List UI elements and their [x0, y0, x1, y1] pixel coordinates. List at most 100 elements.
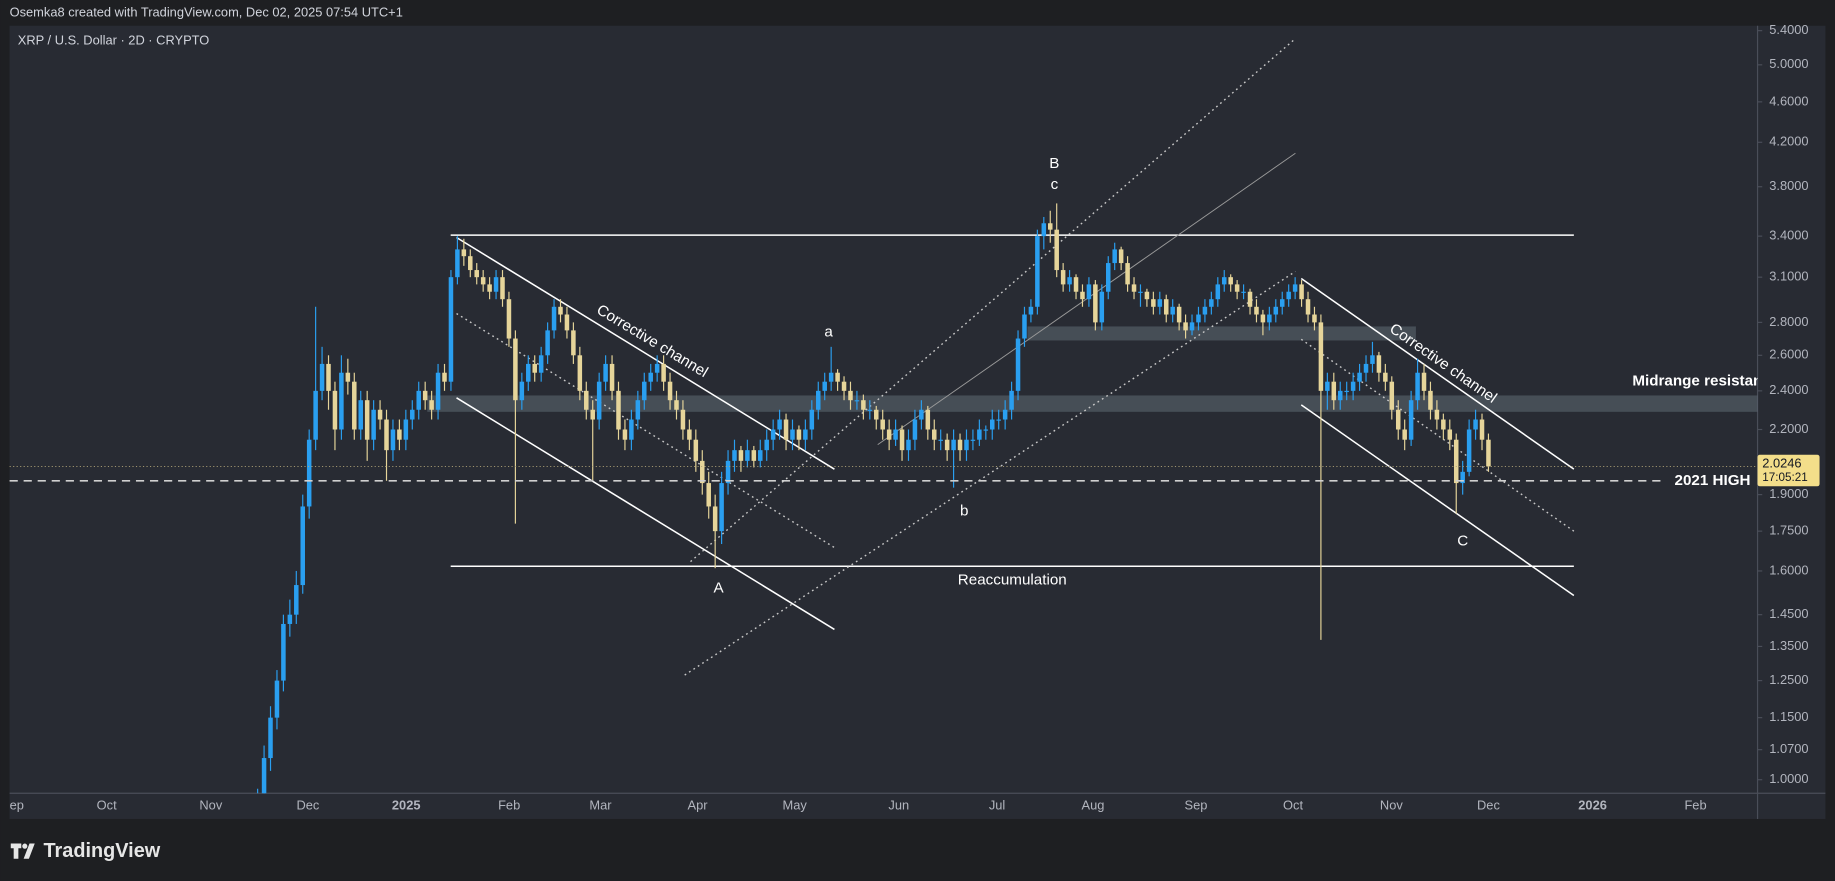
channel-line [690, 38, 1296, 563]
brand: TradingView [44, 840, 161, 862]
annotation: c [1051, 176, 1059, 193]
candle-body [1331, 381, 1337, 401]
candle-body [764, 439, 769, 451]
channel-line [456, 397, 835, 631]
candle-body [758, 450, 763, 461]
candle-body [719, 483, 724, 532]
candle-body [841, 381, 847, 391]
candle-body [1389, 381, 1395, 410]
candle-body [339, 372, 344, 430]
candle-body [990, 419, 995, 430]
candle-body [712, 506, 718, 532]
candle-body [899, 429, 905, 451]
candle-body [1125, 263, 1130, 285]
x-tick-label: Jun [888, 798, 909, 813]
candle-body [938, 439, 943, 441]
candle-body [1093, 284, 1098, 323]
candle-body [1189, 322, 1195, 331]
countdown: 17:05:21 [1762, 471, 1807, 484]
candle-body [725, 460, 731, 484]
candle-body [442, 372, 447, 382]
y-tick-label: 2.4000 [1769, 382, 1808, 397]
candle-body [1234, 284, 1240, 292]
candle-body [1118, 249, 1124, 264]
candle-body [571, 330, 576, 356]
x-tick-label: Oct [1283, 798, 1303, 813]
candle-body [551, 306, 557, 331]
candle-body [1035, 236, 1040, 307]
candle-body [822, 381, 827, 391]
candle-body [944, 439, 950, 451]
candle-body [1260, 314, 1266, 323]
y-tick-label: 5.4000 [1769, 22, 1808, 37]
candle-body [500, 277, 505, 300]
candle-body [693, 439, 699, 461]
candle-body [1176, 306, 1182, 323]
candle-body [487, 284, 492, 292]
annotation: C [1457, 533, 1468, 550]
candle-body [951, 439, 956, 451]
candle-body [1151, 299, 1156, 307]
x-tick-label: Feb [1684, 798, 1706, 813]
candle-body [1453, 439, 1459, 484]
axes: 5.4000 5.0000 4.6000 4.2000 3.8000 3.4000 3.10… [10, 22, 1820, 813]
candle-body [770, 429, 776, 440]
candle-body [1060, 270, 1066, 285]
candle-body [596, 381, 602, 420]
channel-line [1300, 277, 1575, 470]
candle-body [745, 450, 750, 461]
candle-body [880, 419, 885, 430]
candle-body [545, 330, 550, 356]
y-tick-label: 1.0700 [1769, 741, 1808, 756]
candle-body [919, 409, 924, 420]
candle-body [777, 419, 782, 430]
candle-body [1209, 299, 1214, 307]
candle-body [861, 400, 866, 410]
candle-body [1473, 419, 1478, 430]
candle-body [1447, 429, 1453, 440]
candle-body [584, 390, 589, 410]
candle-body [1022, 314, 1027, 339]
candle-body [1144, 291, 1150, 300]
candle-body [1479, 419, 1485, 440]
support-zone [1027, 326, 1416, 341]
candle-body [996, 419, 1001, 421]
candle-body [964, 439, 969, 451]
candle-body [983, 429, 989, 431]
logo [10, 843, 35, 859]
candle-body [397, 429, 402, 440]
x-tick-label: Mar [589, 798, 612, 813]
candle-body [558, 306, 563, 315]
candle-body [1228, 277, 1233, 285]
candle-body [1054, 229, 1059, 271]
candle-body [1299, 284, 1304, 300]
plot-area [9, 25, 1758, 794]
y-tick-label: 1.1500 [1769, 709, 1808, 724]
channel-mid [877, 152, 1296, 445]
candle-body [364, 400, 370, 440]
candle-body [564, 314, 570, 331]
price-badge [1757, 454, 1820, 487]
candle-body [932, 429, 937, 440]
candle-body [1138, 291, 1143, 293]
y-tick-label: 2.6000 [1769, 347, 1808, 362]
candle-body [1325, 381, 1330, 391]
y-tick-label: 5.0000 [1769, 56, 1808, 71]
candle-body [1337, 390, 1343, 401]
candle-body [603, 363, 608, 382]
last-price-label: 2.0246 [1762, 455, 1801, 470]
candle-body [468, 256, 473, 271]
annotation: B [1049, 155, 1059, 172]
candle-body [828, 372, 834, 382]
candle-body [616, 390, 621, 430]
candle-body [1273, 306, 1279, 315]
annotation: b [960, 502, 968, 519]
level-label: 2021 HIGH [1675, 472, 1751, 489]
y-tick-label: 2.2000 [1769, 421, 1808, 436]
y-tick-label: 2.8000 [1769, 314, 1808, 329]
candle-body [1292, 284, 1298, 292]
candle-body [654, 363, 660, 373]
candle-body [1015, 338, 1021, 391]
candle-body [1202, 306, 1208, 315]
candle-body [1267, 314, 1272, 323]
